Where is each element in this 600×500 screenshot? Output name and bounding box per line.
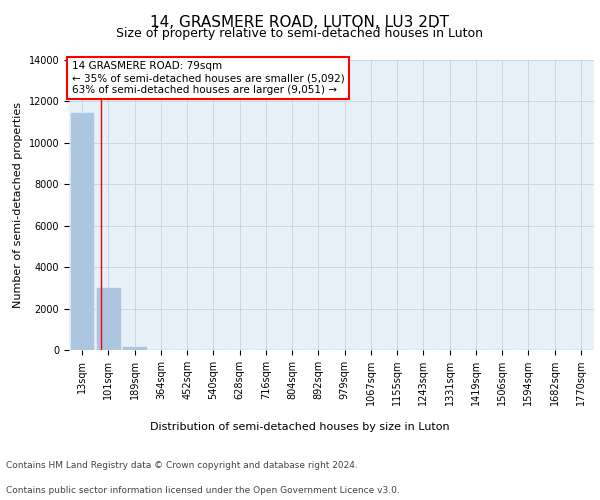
Text: Size of property relative to semi-detached houses in Luton: Size of property relative to semi-detach… bbox=[116, 28, 484, 40]
Text: Distribution of semi-detached houses by size in Luton: Distribution of semi-detached houses by … bbox=[150, 422, 450, 432]
Text: Contains public sector information licensed under the Open Government Licence v3: Contains public sector information licen… bbox=[6, 486, 400, 495]
Bar bbox=[71, 113, 93, 350]
Text: Contains HM Land Registry data © Crown copyright and database right 2024.: Contains HM Land Registry data © Crown c… bbox=[6, 461, 358, 470]
Y-axis label: Number of semi-detached properties: Number of semi-detached properties bbox=[13, 102, 23, 308]
Bar bbox=[97, 288, 119, 350]
Bar bbox=[124, 347, 146, 350]
Text: 14, GRASMERE ROAD, LUTON, LU3 2DT: 14, GRASMERE ROAD, LUTON, LU3 2DT bbox=[151, 15, 449, 30]
Text: 14 GRASMERE ROAD: 79sqm
← 35% of semi-detached houses are smaller (5,092)
63% of: 14 GRASMERE ROAD: 79sqm ← 35% of semi-de… bbox=[71, 62, 344, 94]
